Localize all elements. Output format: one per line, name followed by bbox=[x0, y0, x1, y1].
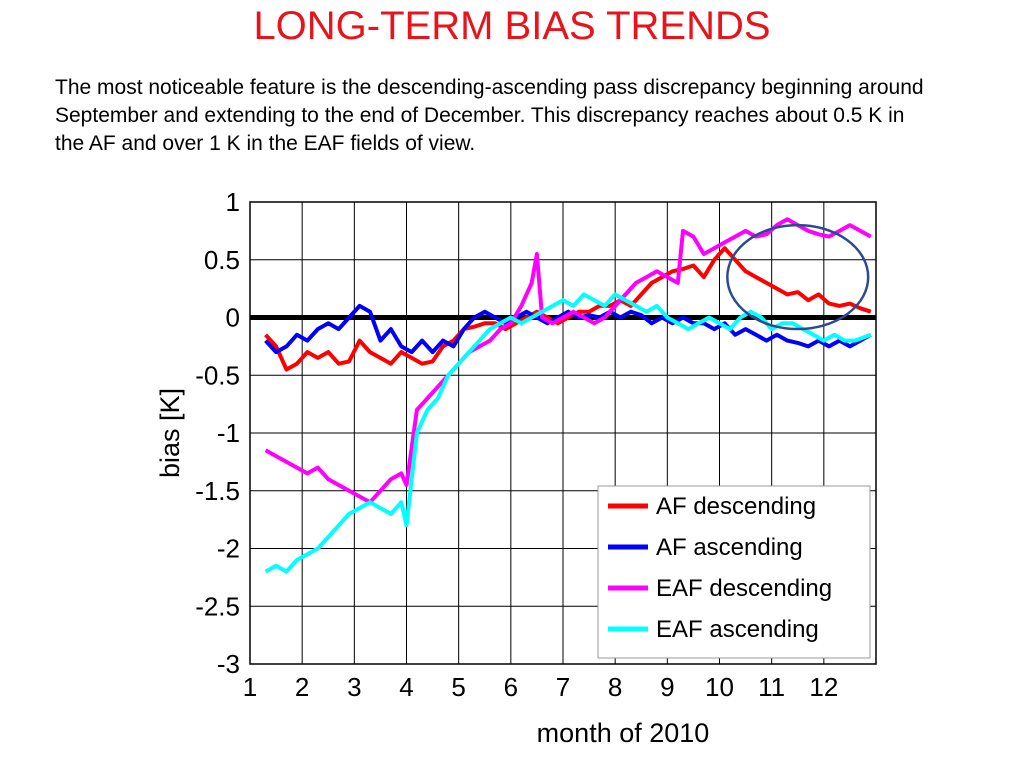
legend-label: EAF ascending bbox=[656, 616, 819, 643]
x-tick-label: 7 bbox=[556, 672, 570, 702]
x-tick-label: 2 bbox=[295, 672, 309, 702]
y-tick-label: -1 bbox=[217, 418, 240, 448]
legend-label: EAF descending bbox=[656, 575, 832, 602]
plot-frame bbox=[249, 201, 877, 665]
series-line-af-ascending bbox=[264, 303, 872, 355]
x-tick-label: 8 bbox=[608, 672, 622, 702]
x-tick-label: 5 bbox=[451, 672, 465, 702]
x-tick-label: 4 bbox=[399, 672, 413, 702]
grid bbox=[250, 202, 876, 664]
y-tick-label: -0.5 bbox=[195, 360, 240, 390]
y-tick-label: -3 bbox=[217, 649, 240, 679]
x-tick-label: 6 bbox=[504, 672, 518, 702]
legend: AF descending AF ascending EAF descending E… bbox=[597, 485, 871, 659]
x-tick-label: 1 bbox=[243, 672, 257, 702]
legend-label: AF ascending bbox=[656, 534, 803, 561]
x-tick-label: 9 bbox=[660, 672, 674, 702]
y-tick-label: -2 bbox=[217, 534, 240, 564]
x-axis-label: month of 2010 bbox=[537, 718, 710, 748]
x-tick-label: 12 bbox=[809, 672, 838, 702]
x-tick-label: 11 bbox=[758, 672, 785, 702]
y-tick-label: 0 bbox=[226, 303, 240, 333]
slide-description: The most noticeable feature is the desce… bbox=[55, 76, 924, 155]
y-tick-label: -1.5 bbox=[195, 476, 240, 506]
y-tick-label: 0.5 bbox=[204, 245, 240, 275]
x-tick-label: 10 bbox=[705, 672, 734, 702]
series-line-eaf-descending bbox=[264, 217, 872, 505]
slide-title: LONG-TERM BIAS TRENDS bbox=[253, 4, 771, 48]
y-tick-label: 1 bbox=[226, 187, 240, 217]
y-axis-label: bias [K] bbox=[155, 388, 185, 478]
legend-label: AF descending bbox=[656, 493, 816, 520]
series-line-eaf-ascending bbox=[264, 292, 872, 574]
series-lines bbox=[264, 217, 872, 574]
x-tick-label: 3 bbox=[347, 672, 361, 702]
y-tick-label: -2.5 bbox=[195, 591, 240, 621]
highlight-ellipse bbox=[726, 223, 870, 331]
series-line-af-descending bbox=[264, 246, 872, 372]
